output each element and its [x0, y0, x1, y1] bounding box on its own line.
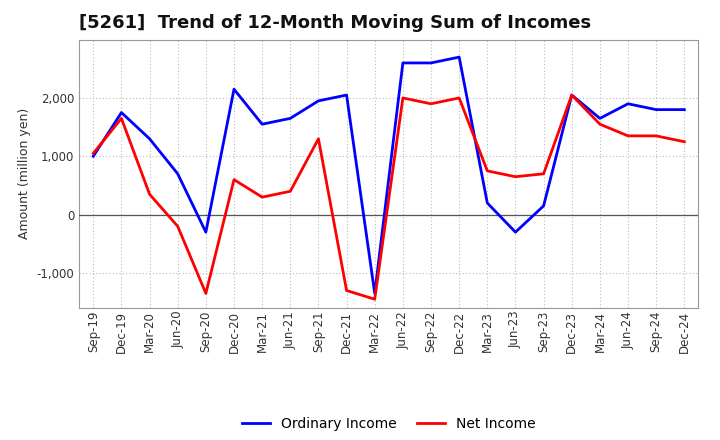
Net Income — [399, 95, 408, 101]
Y-axis label: Amount (million yen): Amount (million yen) — [18, 108, 31, 239]
Ordinary Income — [595, 116, 604, 121]
Net Income — [427, 101, 436, 106]
Ordinary Income — [624, 101, 632, 106]
Ordinary Income — [174, 171, 182, 176]
Ordinary Income — [680, 107, 688, 112]
Net Income — [145, 191, 154, 197]
Net Income — [483, 168, 492, 173]
Net Income — [230, 177, 238, 182]
Ordinary Income — [286, 116, 294, 121]
Text: [5261]  Trend of 12-Month Moving Sum of Incomes: [5261] Trend of 12-Month Moving Sum of I… — [79, 15, 591, 33]
Ordinary Income — [427, 60, 436, 66]
Net Income — [539, 171, 548, 176]
Net Income — [680, 139, 688, 144]
Ordinary Income — [483, 200, 492, 205]
Net Income — [370, 297, 379, 302]
Ordinary Income — [89, 154, 98, 159]
Ordinary Income — [145, 136, 154, 141]
Net Income — [342, 288, 351, 293]
Ordinary Income — [539, 203, 548, 209]
Line: Ordinary Income: Ordinary Income — [94, 57, 684, 293]
Net Income — [567, 92, 576, 98]
Net Income — [258, 194, 266, 200]
Ordinary Income — [511, 230, 520, 235]
Net Income — [117, 116, 126, 121]
Ordinary Income — [567, 92, 576, 98]
Net Income — [455, 95, 464, 101]
Net Income — [511, 174, 520, 180]
Net Income — [595, 121, 604, 127]
Ordinary Income — [117, 110, 126, 115]
Legend: Ordinary Income, Net Income: Ordinary Income, Net Income — [242, 417, 536, 431]
Net Income — [624, 133, 632, 139]
Ordinary Income — [342, 92, 351, 98]
Ordinary Income — [314, 98, 323, 103]
Ordinary Income — [652, 107, 660, 112]
Ordinary Income — [399, 60, 408, 66]
Net Income — [174, 224, 182, 229]
Ordinary Income — [455, 55, 464, 60]
Ordinary Income — [202, 230, 210, 235]
Ordinary Income — [370, 291, 379, 296]
Net Income — [89, 151, 98, 156]
Line: Net Income: Net Income — [94, 95, 684, 299]
Net Income — [202, 291, 210, 296]
Net Income — [652, 133, 660, 139]
Net Income — [286, 189, 294, 194]
Ordinary Income — [258, 121, 266, 127]
Ordinary Income — [230, 87, 238, 92]
Net Income — [314, 136, 323, 141]
